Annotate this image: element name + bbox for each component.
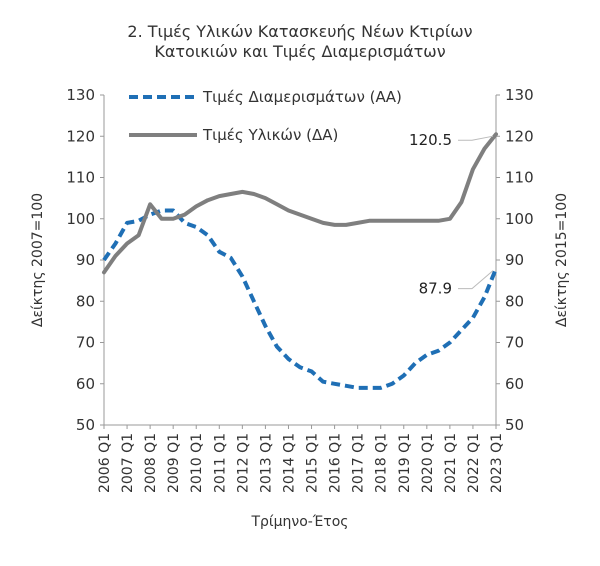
x-tick-label: 2020 Q1: [420, 433, 436, 493]
y-tick-label-right: 60: [505, 375, 524, 393]
y-tick-label-right: 120: [505, 127, 534, 145]
data-label-leader: [458, 135, 494, 141]
y-axis-label-left: Δείκτης 2007=100: [30, 193, 46, 327]
y-tick-label-right: 50: [505, 416, 524, 434]
x-tick-label: 2015 Q1: [305, 433, 321, 493]
chart-legend: Τιμές Διαμερισμάτων (ΑΑ) Τιμές Υλικών (ΔΑ…: [129, 88, 402, 144]
x-tick-label: 2006 Q1: [97, 433, 113, 493]
x-tick-label: 2017 Q1: [351, 433, 367, 493]
x-tick-label: 2021 Q1: [443, 433, 459, 493]
y-tick-label-right: 70: [505, 334, 524, 352]
legend-label: Τιμές Διαμερισμάτων (ΑΑ): [202, 88, 402, 106]
y-tick-label-right: 130: [505, 86, 534, 104]
x-tick-label: 2022 Q1: [466, 433, 482, 493]
data-label: 120.5: [409, 131, 452, 149]
x-axis-label: Τρίμηνο-Έτος: [250, 514, 348, 530]
x-tick-label: 2018 Q1: [374, 433, 390, 493]
y-tick-label-left: 100: [66, 210, 95, 228]
chart-axes: 50 50 60 60 70 70 80 80 90 90 100 100 110 110 120 120 13…: [66, 86, 533, 493]
y-tick-label-left: 120: [66, 127, 95, 145]
chart-title-line2: Κατοικιών και Τιμές Διαμερισμάτων: [154, 42, 446, 61]
y-tick-label-left: 70: [76, 334, 95, 352]
y-axis-label-right: Δείκτης 2015=100: [554, 193, 570, 327]
x-tick-label: 2016 Q1: [328, 433, 344, 493]
series-layer: 87.9 120.5: [102, 131, 498, 390]
y-tick-label-left: 90: [76, 251, 95, 269]
data-label: 87.9: [419, 280, 452, 298]
y-tick-label-left: 50: [76, 416, 95, 434]
y-tick-label-left: 130: [66, 86, 95, 104]
y-tick-label-right: 90: [505, 251, 524, 269]
x-tick-label: 2007 Q1: [120, 433, 136, 493]
y-tick-label-right: 80: [505, 292, 524, 310]
x-tick-label: 2008 Q1: [143, 433, 159, 493]
y-tick-label-left: 80: [76, 292, 95, 310]
x-tick-label: 2011 Q1: [212, 433, 228, 493]
x-tick-label: 2019 Q1: [397, 433, 413, 493]
x-tick-label: 2023 Q1: [489, 433, 505, 493]
y-tick-label-right: 100: [505, 210, 534, 228]
legend-label: Τιμές Υλικών (ΔΑ): [202, 126, 338, 144]
x-tick-label: 2010 Q1: [189, 433, 205, 493]
series-line-material-prices: [102, 132, 498, 275]
y-tick-label-left: 110: [66, 169, 95, 187]
data-label-leader: [458, 270, 494, 290]
y-tick-label-left: 60: [76, 375, 95, 393]
x-tick-label: 2014 Q1: [281, 433, 297, 493]
x-tick-label: 2009 Q1: [166, 433, 182, 493]
y-tick-label-right: 110: [505, 169, 534, 187]
x-tick-label: 2012 Q1: [235, 433, 251, 493]
x-tick-label: 2013 Q1: [258, 433, 274, 493]
chart-title: 2. Τιμές Υλικών Κατασκευής Νέων Κτιρίων: [127, 22, 473, 41]
series-line-apartment-prices: [102, 208, 498, 390]
